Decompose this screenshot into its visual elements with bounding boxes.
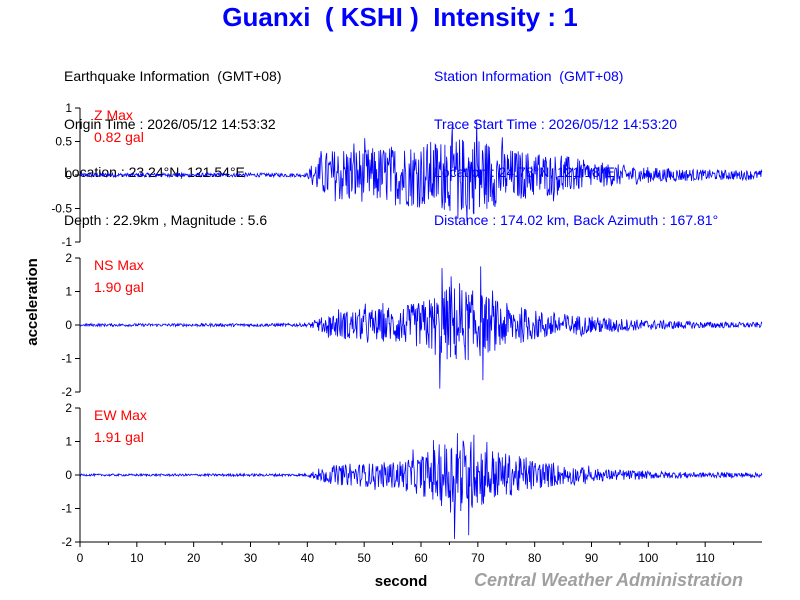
x-tick-label-7: 70: [471, 551, 485, 565]
y-tick-label-0-3: -0.5: [51, 202, 72, 216]
y-tick-label-0-2: 0: [65, 168, 72, 182]
y-tick-label-1-2: 0: [65, 318, 72, 332]
y-tick-label-1-4: -2: [61, 385, 72, 399]
footer-credit: Central Weather Administration: [474, 570, 744, 590]
waveform-ew: [79, 433, 763, 540]
trace-start-time: Trace Start Time : 2026/05/12 14:53:20: [434, 116, 678, 132]
channel-label-ew: EW Max: [94, 407, 147, 423]
channel-max-z: 0.82 gal: [94, 129, 144, 145]
y-tick-label-1-0: 2: [65, 251, 72, 265]
earthquake-info-heading: Earthquake Information (GMT+08): [64, 68, 282, 84]
x-tick-label-10: 100: [638, 551, 658, 565]
y-tick-label-1-3: -1: [61, 352, 72, 366]
y-axis-label: acceleration: [24, 258, 41, 346]
y-tick-label-0-4: -1: [61, 235, 72, 249]
x-tick-label-8: 80: [528, 551, 542, 565]
y-tick-label-1-1: 1: [65, 285, 72, 299]
x-tick-label-0: 0: [77, 551, 84, 565]
x-tick-label-2: 20: [187, 551, 201, 565]
x-tick-label-4: 40: [301, 551, 315, 565]
y-tick-label-2-3: -1: [61, 502, 72, 516]
x-tick-label-11: 110: [696, 551, 715, 565]
station-info: Station Information (GMT+08) Trace Start…: [434, 36, 718, 244]
x-tick-label-5: 50: [357, 551, 371, 565]
station-info-heading: Station Information (GMT+08): [434, 68, 624, 84]
channel-max-ew: 1.91 gal: [94, 429, 144, 445]
x-tick-label-9: 90: [585, 551, 599, 565]
x-axis-label: second: [375, 573, 428, 590]
y-tick-label-2-2: 0: [65, 468, 72, 482]
y-tick-label-2-1: 1: [65, 435, 72, 449]
y-tick-label-2-4: -2: [61, 535, 72, 549]
waveform-ns: [79, 266, 763, 389]
channel-label-ns: NS Max: [94, 257, 144, 273]
x-tick-label-1: 10: [130, 551, 144, 565]
chart-title: Guanxi ( KSHI ) Intensity : 1: [222, 2, 578, 32]
waveform-z: [79, 120, 763, 222]
channel-label-z: Z Max: [94, 107, 133, 123]
origin-time: Origin Time : 2026/05/12 14:53:32: [64, 116, 276, 132]
y-tick-label-2-0: 2: [65, 401, 72, 415]
x-tick-label-6: 60: [414, 551, 428, 565]
channel-max-ns: 1.90 gal: [94, 279, 144, 295]
distance-azimuth: Distance : 174.02 km, Back Azimuth : 167…: [434, 212, 719, 228]
y-tick-label-0-0: 1: [65, 101, 72, 115]
x-tick-label-3: 30: [244, 551, 258, 565]
depth-magnitude: Depth : 22.9km , Magnitude : 5.6: [64, 212, 268, 228]
y-tick-label-0-1: 0.5: [55, 135, 72, 149]
